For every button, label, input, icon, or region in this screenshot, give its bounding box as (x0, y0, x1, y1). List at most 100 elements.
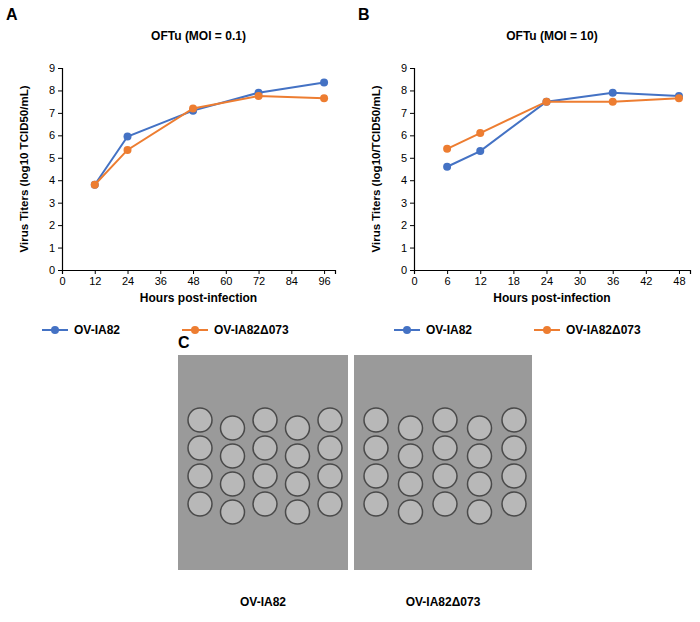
cell-shape (221, 500, 245, 524)
y-tick: 7 (401, 107, 414, 119)
tick-mark (226, 270, 227, 274)
tick-label: 0 (49, 264, 55, 276)
tick-label: 48 (673, 275, 685, 287)
x-tick: 18 (508, 270, 520, 287)
tick-mark (193, 270, 194, 274)
y-axis: 0123456789 (401, 62, 415, 276)
cell-shape (433, 408, 457, 432)
tick-label: 24 (122, 275, 134, 287)
tick-mark (410, 135, 414, 136)
legend: OV-IA82OV-IA82Δ073 (42, 323, 289, 337)
y-tick: 9 (49, 62, 62, 74)
panel-label: A (6, 6, 18, 23)
y-tick: 1 (49, 242, 62, 254)
tick-label: 6 (445, 275, 451, 287)
tick-label: 6 (49, 129, 55, 141)
x-tick: 72 (253, 270, 265, 287)
cell-shape (318, 436, 342, 460)
tick-label: 7 (401, 107, 407, 119)
plot-area (443, 89, 683, 171)
tick-label: 3 (49, 197, 55, 209)
tick-label: 3 (401, 197, 407, 209)
tick-mark (58, 248, 62, 249)
data-point (320, 79, 328, 87)
tick-label: 0 (411, 275, 417, 287)
series-line (95, 96, 324, 185)
y-tick: 3 (49, 197, 62, 209)
image-caption: OV-IA82Δ073 (406, 595, 481, 609)
y-tick: 2 (401, 219, 414, 231)
legend-item: OV-IA82 (394, 323, 472, 337)
x-tick: 6 (445, 270, 451, 287)
cell-shape (221, 444, 245, 468)
tick-mark (95, 270, 96, 274)
tick-mark (291, 270, 292, 274)
tick-label: 4 (49, 174, 55, 186)
tick-label: 36 (155, 275, 167, 287)
legend-marker (403, 326, 411, 334)
cell-shape (468, 472, 492, 496)
cell-shape (188, 492, 212, 516)
y-tick: 4 (49, 174, 62, 186)
tick-label: 6 (401, 129, 407, 141)
tick-label: 12 (89, 275, 101, 287)
y-tick: 2 (49, 219, 62, 231)
micrograph (354, 355, 532, 570)
x-tick: 0 (59, 270, 65, 287)
cell-shape (468, 416, 492, 440)
x-tick: 0 (411, 270, 417, 287)
panel-label: C (178, 334, 190, 351)
tick-mark (58, 225, 62, 226)
cell-shape (318, 492, 342, 516)
tick-label: 7 (49, 107, 55, 119)
tick-mark (447, 270, 448, 274)
y-tick: 5 (401, 152, 414, 164)
data-point (542, 98, 550, 106)
tick-mark (410, 225, 414, 226)
tick-label: 9 (49, 62, 55, 74)
tick-label: 60 (220, 275, 232, 287)
tick-label: 5 (49, 152, 55, 164)
cell-shape (318, 408, 342, 432)
cell-shape (399, 444, 423, 468)
tick-mark (58, 68, 62, 69)
tick-label: 12 (475, 275, 487, 287)
cell-shape (318, 464, 342, 488)
tick-label: 1 (401, 242, 407, 254)
tick-mark (480, 270, 481, 274)
title: OFTu (MOI = 0.1) (151, 29, 246, 43)
cell-shape (364, 464, 388, 488)
data-point (609, 98, 617, 106)
chart: OFTu (MOI = 10)0612182430364248012345678… (370, 29, 691, 337)
cell-shape (433, 492, 457, 516)
cell-shape (399, 500, 423, 524)
legend-label: OV-IA82Δ073 (566, 323, 641, 337)
data-point (320, 94, 328, 102)
axis-line (410, 69, 415, 271)
cell-shape (286, 444, 310, 468)
cell-shape (286, 500, 310, 524)
tick-mark (646, 270, 647, 274)
tick-mark (546, 270, 547, 274)
cell-shape (433, 436, 457, 460)
y-tick: 9 (401, 62, 414, 74)
cell-shape (433, 464, 457, 488)
legend: OV-IA82 OV-IA82Δ073 (394, 323, 641, 337)
cell-shape (502, 408, 526, 432)
tick-label: 42 (640, 275, 652, 287)
image-area (354, 355, 532, 570)
x-axis: 0612182430364248 (411, 270, 690, 287)
tick-label: 72 (253, 275, 265, 287)
tick-mark (324, 270, 325, 274)
tick-mark (513, 270, 514, 274)
data-point (542, 98, 550, 106)
legend-marker (51, 326, 59, 334)
y-tick: 3 (401, 197, 414, 209)
y-tick: 8 (49, 84, 62, 96)
cell-shape (502, 464, 526, 488)
x-tick: 48 (187, 270, 199, 287)
legend-item: OV-IA82Δ073 (182, 323, 289, 337)
tick-mark (128, 270, 129, 274)
data-point (609, 89, 617, 97)
axis-line (63, 271, 336, 275)
